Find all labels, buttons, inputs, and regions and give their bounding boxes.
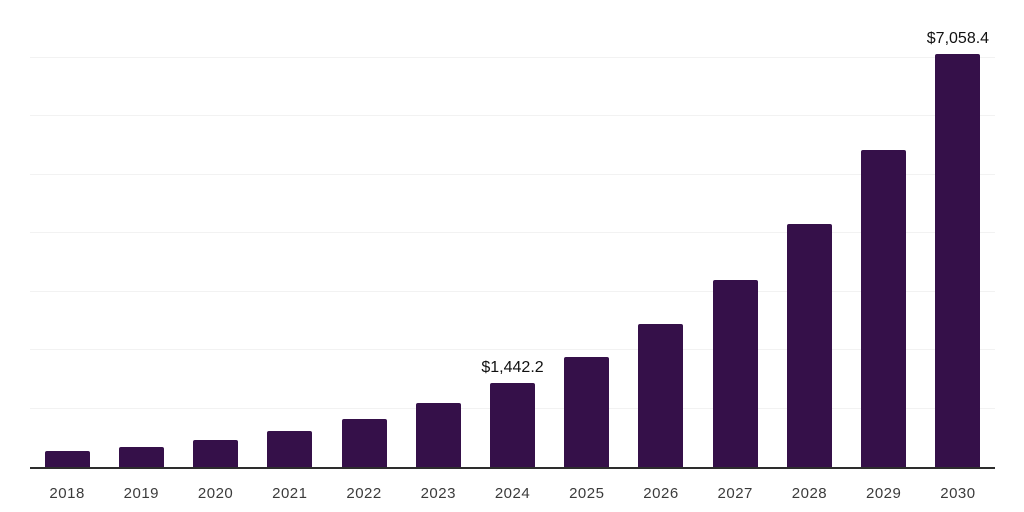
bar-slot-2018	[30, 1, 104, 467]
bar-slot-2027	[698, 1, 772, 467]
bar-2021	[267, 430, 313, 467]
bar-slot-2019	[104, 1, 178, 467]
x-tick-2028: 2028	[791, 485, 828, 502]
x-tick-2027: 2027	[717, 485, 753, 502]
gridline-2000	[30, 349, 995, 350]
x-tick-2023: 2023	[420, 485, 456, 502]
bar-2027	[712, 280, 758, 467]
data-label-2024: $1,442.2	[481, 358, 544, 376]
bar-slot-2022	[327, 1, 401, 467]
gridline-4000	[30, 232, 995, 233]
x-tick-2022: 2022	[346, 485, 382, 502]
x-tick-2021: 2021	[272, 485, 308, 502]
x-tick-2030: 2030	[940, 485, 976, 502]
x-tick-2025: 2025	[569, 485, 605, 502]
bar-slots: $1,442.2 $7,058.4	[30, 1, 995, 467]
x-tick-2026: 2026	[643, 485, 679, 502]
bar-slot-2029	[847, 1, 921, 467]
bar-2025	[564, 357, 610, 467]
bar-2019	[118, 446, 164, 467]
x-tick-2018: 2018	[49, 485, 85, 502]
bar-slot-2020	[178, 1, 252, 467]
x-tick-2019: 2019	[123, 485, 160, 502]
gridline-6000	[30, 115, 995, 116]
x-tick-2020: 2020	[197, 485, 234, 502]
data-label-2030: $7,058.4	[926, 30, 990, 48]
bar-2029	[861, 150, 907, 467]
bar-2028	[786, 223, 832, 467]
bar-slot-2024: $1,442.2	[475, 1, 549, 467]
x-tick-2029: 2029	[866, 485, 902, 502]
gridline-7000	[30, 56, 995, 58]
bar-slot-2030: $7,058.4	[921, 1, 995, 467]
x-tick-2024: 2024	[494, 485, 531, 502]
bar-2020	[193, 440, 239, 467]
gridline-5000	[30, 173, 995, 175]
bar-2030	[935, 54, 981, 467]
bar-slot-2028	[772, 1, 846, 467]
gridline-3000	[30, 290, 995, 292]
bar-2018	[44, 450, 90, 467]
bar-2022	[341, 418, 387, 467]
bar-slot-2023	[401, 1, 475, 467]
bar-2024	[490, 382, 536, 467]
bar-slot-2021	[253, 1, 327, 467]
plot-area: $1,442.2 $7,058.4	[30, 1, 995, 469]
bar-slot-2026	[624, 1, 698, 467]
bar-2026	[638, 323, 684, 467]
bar-slot-2025	[550, 1, 624, 467]
bar-2023	[415, 403, 461, 467]
x-axis-labels: 2018 2019 2020 2021 2022 2023 2024 2025 2026 2027…	[30, 484, 995, 504]
